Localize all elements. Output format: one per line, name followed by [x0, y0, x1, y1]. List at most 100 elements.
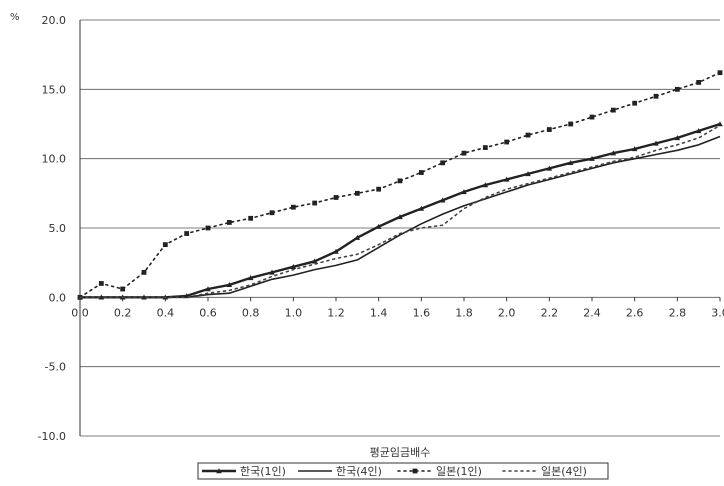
data-point [290, 204, 296, 210]
data-point [695, 128, 702, 134]
data-point [525, 132, 531, 138]
data-point [418, 205, 425, 211]
data-point [333, 248, 339, 254]
x-tick-label: 3.0 [711, 306, 724, 319]
data-point [354, 190, 360, 196]
data-point [504, 139, 510, 145]
y-tick-labels: 20.0 15.0 10.0 5.0 0.0 -5.0 -10.0 [38, 14, 66, 443]
series-3 [77, 70, 723, 300]
data-point [141, 269, 147, 275]
data-point [205, 225, 211, 231]
series-lines [77, 70, 723, 300]
x-tick-label: 2.2 [541, 306, 559, 319]
y-tick-label: 5.0 [49, 222, 67, 235]
data-point [674, 135, 681, 141]
x-tick-labels: 0.0 0.2 0.4 0.6 0.8 1.0 1.2 1.4 1.6 1.8 2.0 2.2 2.4 2… [71, 306, 724, 319]
legend-marker [216, 468, 222, 474]
x-tick-label: 0.2 [114, 306, 132, 319]
data-point [269, 210, 275, 216]
x-tick-label: 0.0 [71, 306, 89, 319]
legend-item: 한국(1인) [202, 465, 286, 478]
axes [79, 20, 721, 436]
data-point [162, 242, 168, 248]
legend-label: 일본(4인) [541, 464, 587, 478]
data-point [247, 275, 254, 281]
legend-label: 한국(4인) [336, 465, 382, 478]
legend-label: 일본(1인) [436, 464, 482, 478]
data-point [397, 178, 403, 184]
data-point [184, 231, 190, 236]
data-point [354, 234, 361, 240]
data-point [631, 146, 638, 152]
x-axis-title: 평균임금배수 [370, 446, 431, 459]
series-line [79, 71, 721, 299]
data-point [376, 186, 382, 192]
data-point [290, 264, 297, 270]
series-4 [79, 124, 721, 299]
data-point [226, 282, 233, 288]
data-point [567, 160, 574, 166]
data-point [226, 220, 232, 225]
legend-item: 일본(1인) [397, 464, 482, 478]
x-tick-label: 2.0 [498, 306, 516, 319]
y-tick-label: -10.0 [38, 430, 66, 443]
data-point [589, 114, 595, 120]
legend-item: 일본(4인) [502, 464, 587, 478]
y-tick-label: 10.0 [42, 153, 67, 166]
data-point [98, 281, 104, 286]
series-line [79, 124, 721, 299]
y-tick-label: 20.0 [42, 14, 67, 27]
data-point [311, 258, 318, 264]
data-point [375, 223, 382, 229]
x-tick-label: 1.2 [327, 306, 345, 319]
x-tick-label: 1.8 [455, 306, 473, 319]
legend-label: 한국(1인) [240, 465, 286, 478]
data-point [610, 150, 617, 156]
data-point [653, 93, 659, 99]
data-point [333, 195, 339, 200]
y-tick-label: -5.0 [45, 361, 66, 374]
legend: 한국(1인) 한국(4인) 일본(1인) 일본(4인) [197, 462, 609, 480]
data-point [525, 171, 531, 177]
y-tick-label: 0.0 [49, 291, 67, 304]
gridlines [80, 19, 720, 437]
y-tick-label: 15.0 [42, 83, 67, 96]
series-2 [80, 135, 721, 299]
data-point [632, 100, 638, 106]
data-point [696, 80, 702, 85]
x-tick-label: 2.4 [583, 306, 601, 319]
data-point [653, 140, 659, 146]
data-point [205, 286, 211, 292]
legend-marker [412, 468, 418, 474]
series-1 [77, 121, 723, 300]
series-line [80, 135, 721, 299]
legend-frame [197, 462, 609, 480]
x-tick-label: 1.4 [370, 306, 388, 319]
data-point [418, 170, 424, 175]
x-tick-label: 0.8 [242, 306, 260, 319]
x-tick-label: 0.4 [157, 306, 175, 319]
data-point [440, 160, 446, 166]
data-point [439, 197, 446, 203]
data-point [397, 214, 403, 220]
y-unit-label: % [10, 12, 20, 23]
x-tick-label: 1.0 [285, 306, 303, 319]
legend-item: 한국(4인) [298, 465, 382, 478]
data-point [568, 121, 574, 127]
data-point [269, 269, 275, 275]
x-tick-label: 2.6 [626, 306, 644, 319]
data-point [589, 155, 595, 161]
data-point [482, 145, 488, 150]
data-point [717, 70, 723, 76]
data-point [248, 215, 254, 221]
data-point [546, 127, 552, 132]
data-point [461, 150, 467, 156]
data-point [120, 286, 126, 292]
x-tick-label: 2.8 [669, 306, 687, 319]
series-line [80, 122, 721, 299]
data-point [546, 165, 553, 171]
data-point [312, 200, 318, 206]
data-point [461, 189, 467, 195]
